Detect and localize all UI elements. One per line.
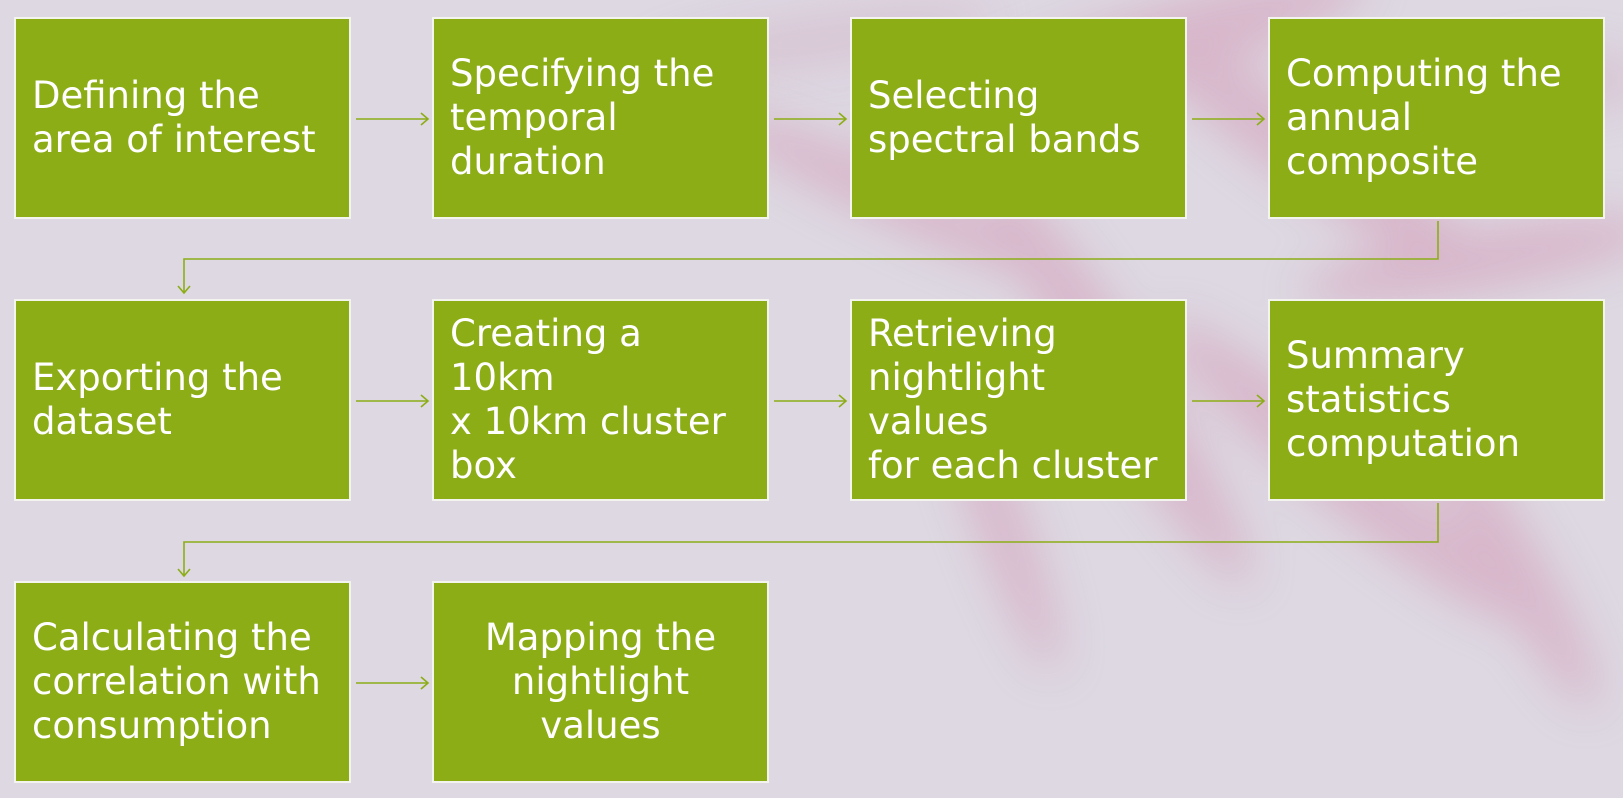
step-box-cluster-box: Creating a 10km x 10km cluster box — [432, 299, 769, 501]
step-label: Defining the area of interest — [32, 74, 316, 161]
step-label: Specifying the temporal duration — [450, 52, 715, 183]
step-box-define-area: Defining the area of interest — [14, 17, 351, 219]
arrow-2-to-3 — [774, 112, 848, 126]
step-box-retrieve-nightlight: Retrieving nightlight values for each cl… — [850, 299, 1187, 501]
step-box-correlation: Calculating the correlation with consump… — [14, 581, 351, 783]
step-label: Computing the annual composite — [1286, 52, 1562, 183]
step-label: Mapping the nightlight values — [484, 616, 717, 747]
step-label: Calculating the correlation with consump… — [32, 616, 321, 747]
step-label: Summary statistics computation — [1286, 334, 1521, 465]
step-box-mapping: Mapping the nightlight values — [432, 581, 769, 783]
step-box-annual-composite: Computing the annual composite — [1268, 17, 1605, 219]
step-box-export-dataset: Exporting the dataset — [14, 299, 351, 501]
arrow-3-to-4 — [1192, 112, 1266, 126]
arrow-7-to-8 — [1192, 394, 1266, 408]
arrow-1-to-2 — [356, 112, 430, 126]
elbow-4-to-5 — [177, 221, 1439, 295]
step-box-summary-statistics: Summary statistics computation — [1268, 299, 1605, 501]
step-label: Selecting spectral bands — [868, 74, 1141, 161]
elbow-8-to-9 — [177, 503, 1439, 578]
step-label: Retrieving nightlight values for each cl… — [868, 312, 1158, 487]
step-box-temporal-duration: Specifying the temporal duration — [432, 17, 769, 219]
step-label: Creating a 10km x 10km cluster box — [450, 312, 726, 487]
step-label: Exporting the dataset — [32, 356, 283, 443]
step-box-spectral-bands: Selecting spectral bands — [850, 17, 1187, 219]
arrow-9-to-10 — [356, 676, 430, 690]
arrow-6-to-7 — [774, 394, 848, 408]
arrow-5-to-6 — [356, 394, 430, 408]
